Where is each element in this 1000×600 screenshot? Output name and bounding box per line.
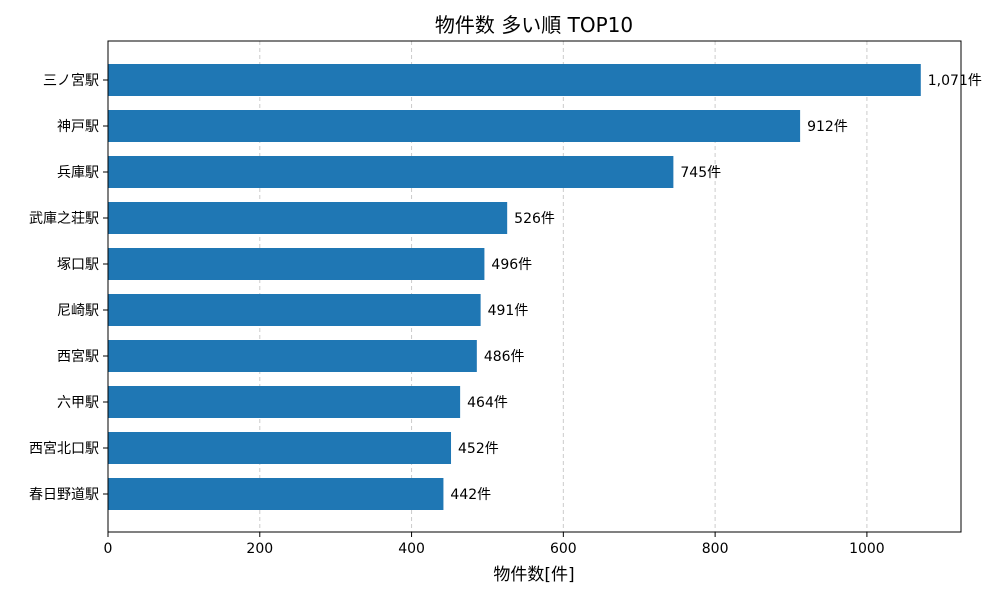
data-labels: 1,071件 912件 745件 526件 496件 491件 486件 464件 452件 44… — [450, 73, 981, 503]
x-tick-label: 600 — [550, 541, 577, 557]
x-tick-label: 1000 — [849, 541, 885, 557]
data-label: 1,071件 — [928, 73, 982, 89]
y-tick-label: 塚口駅 — [57, 257, 99, 273]
bar — [108, 294, 481, 326]
plot-area-frame — [107, 40, 962, 533]
bar — [108, 202, 508, 234]
bar — [108, 386, 461, 418]
data-label: 496件 — [491, 257, 532, 273]
data-label: 526件 — [514, 211, 555, 227]
bar — [108, 478, 444, 510]
bar — [108, 432, 452, 464]
bar — [108, 340, 477, 372]
bar — [108, 64, 921, 96]
x-axis-label: 物件数[件] — [493, 565, 574, 585]
bar — [108, 110, 801, 142]
y-tick-label: 西宮北口駅 — [29, 441, 99, 457]
x-tick-label: 800 — [702, 541, 729, 557]
x-tick-label: 0 — [104, 541, 113, 557]
data-label: 486件 — [484, 349, 525, 365]
data-label: 745件 — [680, 165, 721, 181]
y-tick-label: 尼崎駅 — [57, 303, 99, 319]
data-label: 452件 — [458, 441, 499, 457]
y-tick-label: 神戸駅 — [57, 119, 99, 135]
y-tick-label: 春日野道駅 — [29, 487, 99, 503]
bar — [108, 248, 485, 280]
y-tick-label: 兵庫駅 — [57, 164, 99, 181]
y-tick-label: 三ノ宮駅 — [43, 73, 99, 89]
bar-layer — [108, 64, 921, 510]
y-tick-label: 六甲駅 — [57, 395, 99, 411]
x-tick-label: 400 — [398, 541, 425, 557]
x-tick-label: 200 — [246, 541, 273, 557]
chart-title: 物件数 多い順 TOP10 — [435, 13, 633, 37]
data-label: 442件 — [450, 487, 491, 503]
data-label: 912件 — [807, 119, 848, 135]
x-axis-ticks: 0 200 400 600 800 1000 — [104, 532, 885, 557]
y-tick-label: 武庫之荘駅 — [29, 210, 99, 227]
bar — [108, 156, 674, 188]
y-tick-label: 西宮駅 — [57, 349, 99, 365]
data-label: 464件 — [467, 395, 508, 411]
data-label: 491件 — [488, 303, 529, 319]
